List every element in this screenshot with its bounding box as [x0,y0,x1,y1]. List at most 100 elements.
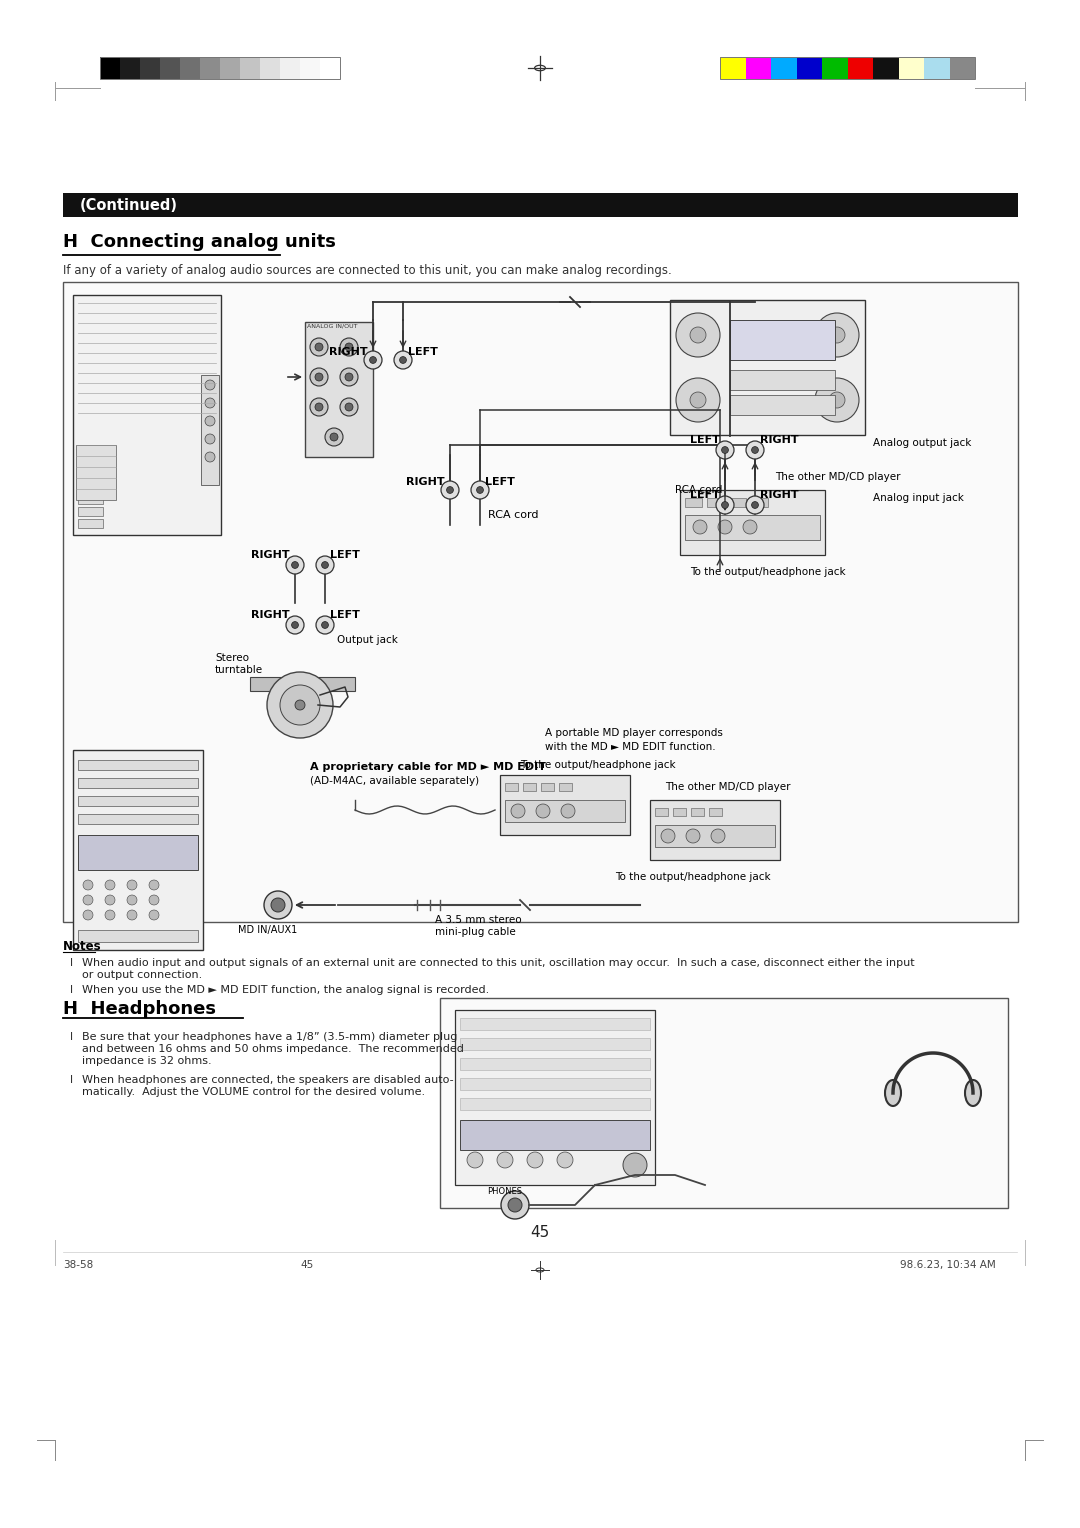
Bar [73,750,203,950]
Circle shape [536,804,550,817]
Text: (AD-M4AC, available separately): (AD-M4AC, available separately) [310,776,480,785]
Circle shape [340,397,357,416]
Text: Be sure that your headphones have a 1/8” (3.5-mm) diameter plug: Be sure that your headphones have a 1/8”… [82,1031,457,1042]
Circle shape [286,556,303,575]
Text: To the output/headphone jack: To the output/headphone jack [690,567,846,578]
Text: A 3.5 mm stereo: A 3.5 mm stereo [435,915,522,924]
Circle shape [205,380,215,390]
Bar [720,57,975,79]
Circle shape [815,377,859,422]
Text: H  Headphones: H Headphones [63,999,216,1018]
Bar [100,57,120,79]
Bar [924,57,949,79]
Circle shape [829,393,845,408]
Circle shape [105,895,114,905]
Text: PHONES: PHONES [487,1187,523,1196]
Circle shape [205,434,215,445]
Circle shape [497,1152,513,1167]
Circle shape [400,356,406,364]
Text: 38-58: 38-58 [63,1261,93,1270]
Text: mini-plug cable: mini-plug cable [435,927,516,937]
Circle shape [557,1152,573,1167]
Circle shape [693,520,707,533]
Circle shape [127,911,137,920]
Text: and between 16 ohms and 50 ohms impedance.  The recommended: and between 16 ohms and 50 ohms impedanc… [82,1044,464,1054]
Text: with the MD ► MD EDIT function.: with the MD ► MD EDIT function. [545,743,716,752]
Bar [120,57,140,79]
Bar [460,1057,650,1070]
Circle shape [661,830,675,843]
Circle shape [205,416,215,426]
Bar [505,801,625,822]
Circle shape [310,397,328,416]
Circle shape [441,481,459,500]
Text: 45: 45 [530,1225,550,1241]
Circle shape [310,338,328,356]
Circle shape [716,442,734,458]
Circle shape [83,895,93,905]
Bar [460,1099,650,1109]
Circle shape [83,911,93,920]
Circle shape [711,830,725,843]
Text: A proprietary cable for MD ► MD EDIT: A proprietary cable for MD ► MD EDIT [310,762,545,772]
Bar [541,782,554,792]
Bar [673,808,686,816]
Text: Notes: Notes [63,940,102,953]
Text: RCA cord: RCA cord [488,510,539,520]
Bar [260,57,280,79]
Bar [100,57,340,79]
Circle shape [447,486,454,494]
Circle shape [149,880,159,889]
Text: RIGHT: RIGHT [329,347,368,358]
Text: (Continued): (Continued) [80,199,178,212]
Bar [559,782,572,792]
Bar [680,490,825,555]
Text: H  Connecting analog units: H Connecting analog units [63,232,336,251]
Circle shape [752,446,758,454]
Circle shape [322,622,328,628]
Circle shape [752,501,758,509]
Bar [730,396,835,416]
Circle shape [340,338,357,356]
Text: 45: 45 [300,1261,313,1270]
Circle shape [623,1154,647,1177]
Bar [729,498,746,507]
Circle shape [315,342,323,351]
Circle shape [267,672,333,738]
Text: When headphones are connected, the speakers are disabled auto-: When headphones are connected, the speak… [82,1076,454,1085]
Bar [160,57,180,79]
Text: To the output/headphone jack: To the output/headphone jack [615,872,771,882]
Bar [707,498,724,507]
Text: To the output/headphone jack: To the output/headphone jack [519,759,676,770]
Text: LEFT: LEFT [330,610,360,620]
Circle shape [690,393,706,408]
Ellipse shape [966,1080,981,1106]
Text: LEFT: LEFT [330,550,360,559]
Circle shape [105,880,114,889]
Circle shape [718,520,732,533]
Bar [78,814,198,824]
Bar [460,1038,650,1050]
Circle shape [280,685,320,724]
Circle shape [471,481,489,500]
Circle shape [295,700,305,711]
Circle shape [501,1190,529,1219]
Circle shape [325,428,343,446]
Circle shape [316,556,334,575]
Circle shape [83,880,93,889]
Circle shape [369,356,377,364]
Bar [730,319,835,361]
Text: RIGHT: RIGHT [252,550,291,559]
Bar [180,57,200,79]
Bar [523,782,536,792]
Text: 98.6.23, 10:34 AM: 98.6.23, 10:34 AM [900,1261,996,1270]
Circle shape [476,486,484,494]
Circle shape [690,327,706,342]
Text: RIGHT: RIGHT [760,490,798,500]
Text: or output connection.: or output connection. [82,970,202,979]
Text: RIGHT: RIGHT [252,610,291,620]
Text: The other MD/CD player: The other MD/CD player [775,472,901,481]
Circle shape [105,911,114,920]
Bar [650,801,780,860]
Bar [73,295,221,535]
